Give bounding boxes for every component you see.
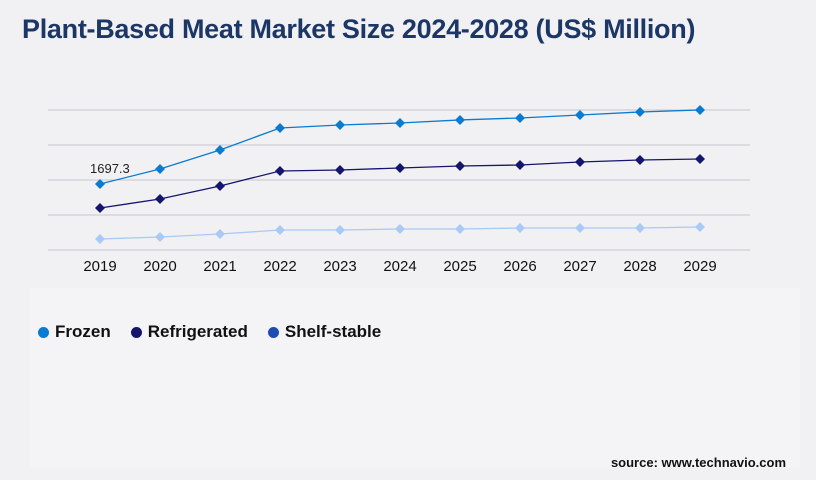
x-tick-label: 2026	[503, 258, 536, 275]
data-point	[95, 233, 105, 244]
legend-item: Frozen	[38, 322, 111, 342]
data-point	[395, 162, 405, 173]
data-point	[215, 180, 225, 191]
source-note: source: www.technavio.com	[610, 455, 786, 470]
data-point	[635, 222, 645, 233]
data-point	[335, 119, 345, 130]
legend-item: Refrigerated	[130, 322, 248, 342]
x-tick-label: 2025	[443, 258, 476, 275]
legend-dot-icon	[38, 326, 49, 338]
x-tick-label: 2024	[383, 258, 416, 275]
data-point	[575, 109, 585, 120]
data-point	[455, 224, 465, 234]
x-tick-label: 2019	[83, 258, 116, 275]
legend-item: Shelf-stable	[267, 322, 382, 342]
data-label: 1697.3	[90, 161, 130, 176]
data-point	[95, 203, 105, 213]
data-point	[575, 156, 585, 167]
data-point	[95, 178, 105, 189]
data-point	[575, 222, 585, 233]
data-point	[395, 224, 405, 234]
x-tick-label: 2028	[623, 258, 656, 275]
x-tick-label: 2023	[323, 258, 356, 275]
data-point	[335, 164, 345, 175]
data-point	[635, 106, 645, 117]
x-tick-label: 2021	[203, 258, 236, 275]
legend-panel	[30, 288, 800, 468]
data-point	[515, 112, 525, 123]
legend-dot-icon	[267, 326, 279, 338]
x-tick-label: 2027	[563, 258, 596, 275]
data-point	[635, 154, 645, 165]
data-point	[335, 225, 345, 236]
legend-label: Frozen	[55, 322, 111, 341]
line-chart: 2019 2020 2021 2022 2023 2024 2025 2026 2027 2028…	[48, 104, 750, 275]
data-point	[275, 122, 285, 133]
legend-label: Shelf-stable	[284, 322, 382, 341]
legend-label: Refrigerated	[147, 322, 248, 341]
x-tick-label: 2020	[143, 258, 176, 275]
x-tick-label: 2022	[263, 258, 296, 275]
data-point	[215, 144, 225, 155]
x-tick-label: 2029	[683, 258, 716, 275]
data-point	[155, 232, 165, 243]
chart-title: Plant-Based Meat Market Size 2024-2028 (…	[22, 14, 696, 44]
legend: Frozen Refrigerated Shelf-stable	[38, 322, 381, 342]
data-point	[695, 154, 705, 164]
data-point	[395, 117, 405, 128]
data-point	[695, 221, 705, 232]
data-point	[155, 193, 165, 204]
data-point	[515, 159, 525, 170]
data-point	[695, 104, 705, 115]
data-point	[455, 161, 465, 171]
data-point	[275, 165, 285, 176]
data-point	[155, 163, 165, 174]
data-point	[515, 222, 525, 233]
legend-dot-icon	[130, 326, 142, 338]
data-point	[215, 228, 225, 239]
data-point	[455, 114, 465, 125]
data-point	[275, 225, 285, 236]
